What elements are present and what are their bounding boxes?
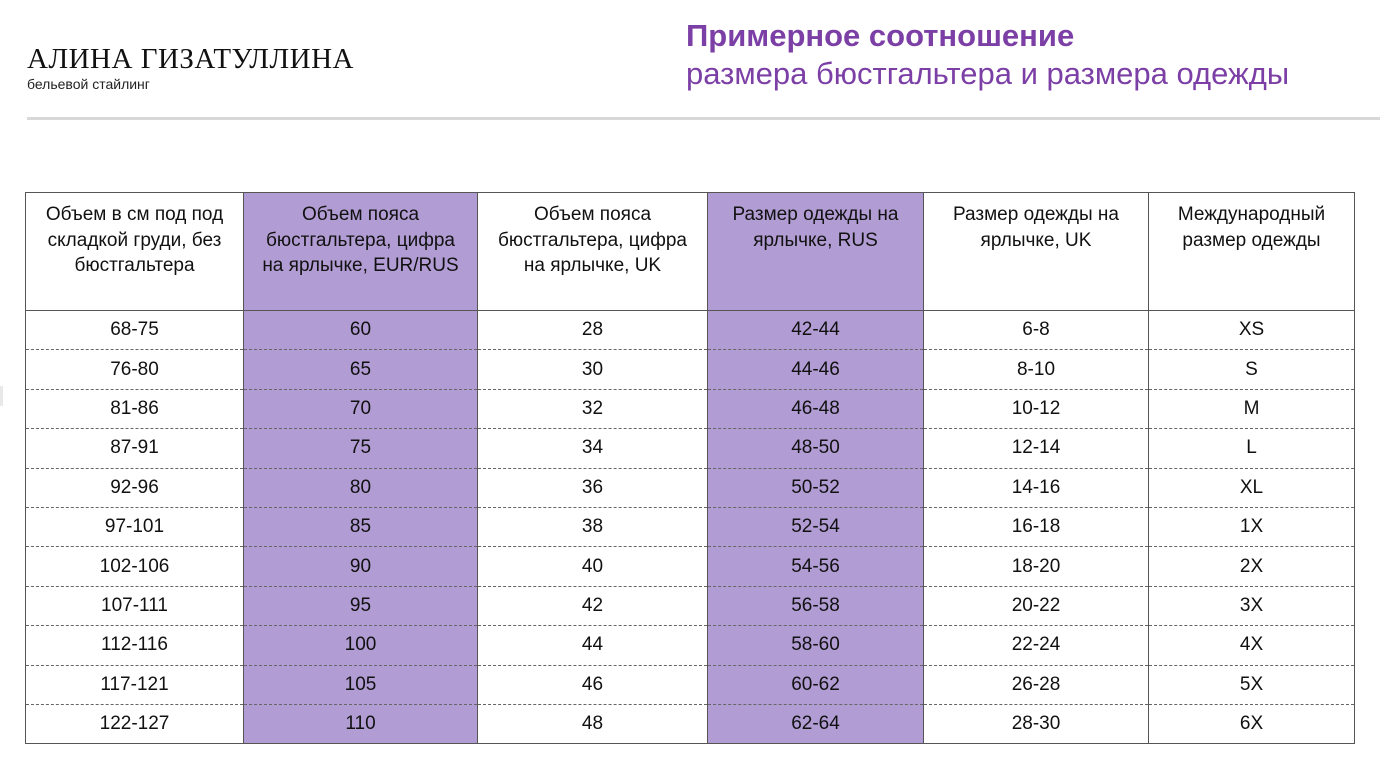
- cell-clothing-uk: 10-12: [923, 389, 1149, 430]
- cell-band-eur: 75: [243, 428, 478, 469]
- column-header-clothing-uk: Размер одежды на ярлычке, UK: [923, 192, 1149, 311]
- cell-clothing-rus: 52-54: [707, 507, 924, 548]
- cell-clothing-rus: 58-60: [707, 625, 924, 666]
- column-header-band-uk: Объем пояса бюстгальтера, цифра на ярлыч…: [477, 192, 708, 311]
- table-row: 68-75 60 28 42-44 6-8 XS: [25, 310, 1355, 351]
- cell-band-uk: 28: [477, 310, 708, 351]
- cell-band-uk: 40: [477, 546, 708, 587]
- table-row: 97-101 85 38 52-54 16-18 1X: [25, 507, 1355, 548]
- cell-underbust: 81-86: [25, 389, 244, 430]
- cell-band-uk: 34: [477, 428, 708, 469]
- cell-band-eur: 60: [243, 310, 478, 351]
- edge-mark: [0, 386, 3, 406]
- cell-band-uk: 42: [477, 586, 708, 627]
- cell-underbust: 122-127: [25, 704, 244, 745]
- page-title-bold: Примерное соотношение: [686, 18, 1075, 53]
- cell-clothing-uk: 18-20: [923, 546, 1149, 587]
- cell-band-eur: 100: [243, 625, 478, 666]
- cell-band-eur: 65: [243, 349, 478, 390]
- table-row: 107-111 95 42 56-58 20-22 3X: [25, 586, 1355, 627]
- cell-clothing-rus: 56-58: [707, 586, 924, 627]
- cell-clothing-uk: 28-30: [923, 704, 1149, 745]
- cell-band-eur: 95: [243, 586, 478, 627]
- cell-clothing-rus: 50-52: [707, 468, 924, 508]
- cell-international: 4X: [1148, 625, 1355, 666]
- cell-underbust: 68-75: [25, 310, 244, 351]
- cell-underbust: 87-91: [25, 428, 244, 469]
- cell-clothing-uk: 26-28: [923, 665, 1149, 705]
- column-header-clothing-rus: Размер одежды на ярлычке, RUS: [707, 192, 924, 311]
- brand-logo: АЛИНА ГИЗАТУЛЛИНА бельевой стайлинг: [27, 44, 354, 92]
- cell-band-uk: 36: [477, 468, 708, 508]
- page-title: Примерное соотношение размера бюстгальте…: [686, 17, 1289, 93]
- cell-clothing-rus: 54-56: [707, 546, 924, 587]
- table-row: 112-116 100 44 58-60 22-24 4X: [25, 625, 1355, 666]
- brand-name: АЛИНА ГИЗАТУЛЛИНА: [27, 43, 354, 75]
- cell-international: L: [1148, 428, 1355, 469]
- cell-band-uk: 46: [477, 665, 708, 705]
- cell-underbust: 102-106: [25, 546, 244, 587]
- cell-underbust: 97-101: [25, 507, 244, 548]
- cell-underbust: 92-96: [25, 468, 244, 508]
- size-table: Объем в см под под складкой груди, без б…: [25, 192, 1355, 745]
- cell-clothing-rus: 60-62: [707, 665, 924, 705]
- table-row: 76-80 65 30 44-46 8-10 S: [25, 349, 1355, 390]
- cell-band-eur: 105: [243, 665, 478, 705]
- cell-international: XS: [1148, 310, 1355, 351]
- cell-band-eur: 110: [243, 704, 478, 745]
- cell-band-uk: 30: [477, 349, 708, 390]
- cell-band-uk: 38: [477, 507, 708, 548]
- cell-band-eur: 80: [243, 468, 478, 508]
- cell-underbust: 107-111: [25, 586, 244, 627]
- cell-international: XL: [1148, 468, 1355, 508]
- cell-underbust: 117-121: [25, 665, 244, 705]
- cell-band-eur: 85: [243, 507, 478, 548]
- cell-clothing-rus: 46-48: [707, 389, 924, 430]
- cell-clothing-rus: 48-50: [707, 428, 924, 469]
- page-title-subtitle: размера бюстгальтера и размера одежды: [686, 56, 1290, 91]
- cell-international: 3X: [1148, 586, 1355, 627]
- cell-clothing-uk: 16-18: [923, 507, 1149, 548]
- cell-underbust: 76-80: [25, 349, 244, 390]
- column-header-band-eur: Объем пояса бюстгальтера, цифра на ярлыч…: [243, 192, 478, 311]
- cell-international: 5X: [1148, 665, 1355, 705]
- header-divider: [27, 117, 1380, 120]
- cell-international: 6X: [1148, 704, 1355, 745]
- cell-international: 2X: [1148, 546, 1355, 587]
- brand-subtitle: бельевой стайлинг: [27, 76, 150, 92]
- cell-band-uk: 48: [477, 704, 708, 745]
- table-row: 122-127 110 48 62-64 28-30 6X: [25, 704, 1355, 745]
- table-header-row: Объем в см под под складкой груди, без б…: [25, 192, 1355, 311]
- cell-clothing-rus: 44-46: [707, 349, 924, 390]
- cell-clothing-uk: 8-10: [923, 349, 1149, 390]
- cell-clothing-uk: 14-16: [923, 468, 1149, 508]
- cell-international: M: [1148, 389, 1355, 430]
- cell-clothing-uk: 22-24: [923, 625, 1149, 666]
- cell-band-uk: 44: [477, 625, 708, 666]
- cell-clothing-uk: 12-14: [923, 428, 1149, 469]
- table-row: 102-106 90 40 54-56 18-20 2X: [25, 546, 1355, 587]
- column-header-underbust: Объем в см под под складкой груди, без б…: [25, 192, 244, 311]
- table-row: 81-86 70 32 46-48 10-12 M: [25, 389, 1355, 430]
- cell-clothing-uk: 6-8: [923, 310, 1149, 351]
- cell-clothing-rus: 42-44: [707, 310, 924, 351]
- cell-band-eur: 90: [243, 546, 478, 587]
- table-row: 87-91 75 34 48-50 12-14 L: [25, 428, 1355, 469]
- table-row: 117-121 105 46 60-62 26-28 5X: [25, 665, 1355, 705]
- cell-clothing-rus: 62-64: [707, 704, 924, 745]
- cell-underbust: 112-116: [25, 625, 244, 666]
- cell-clothing-uk: 20-22: [923, 586, 1149, 627]
- cell-band-uk: 32: [477, 389, 708, 430]
- table-row: 92-96 80 36 50-52 14-16 XL: [25, 468, 1355, 508]
- column-header-international: Международный размер одежды: [1148, 192, 1355, 311]
- cell-international: S: [1148, 349, 1355, 390]
- cell-band-eur: 70: [243, 389, 478, 430]
- cell-international: 1X: [1148, 507, 1355, 548]
